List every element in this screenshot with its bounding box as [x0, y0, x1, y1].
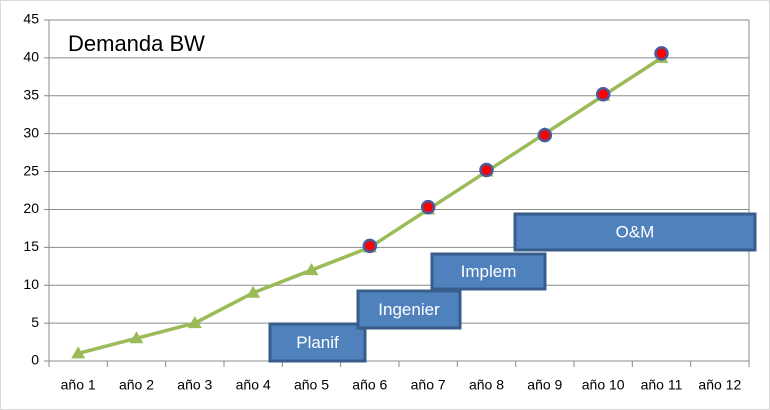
point	[362, 238, 378, 254]
y-tick-label: 35	[23, 86, 39, 102]
phase-box	[268, 322, 367, 363]
point	[537, 127, 553, 143]
phase-label: Ingenier	[378, 300, 440, 319]
y-tick-label: 45	[23, 11, 39, 27]
y-tick-label: 30	[23, 124, 39, 140]
phase-box	[356, 289, 462, 330]
y-tick-label: 40	[23, 49, 39, 65]
y-tick-label: 5	[31, 314, 39, 330]
y-tick-label: 15	[23, 238, 39, 254]
point	[187, 316, 202, 329]
x-tick-label: año 7	[411, 377, 446, 393]
x-tick-label: año 3	[177, 377, 212, 393]
y-tick-label: 20	[23, 200, 39, 216]
x-tick-label: año 11	[641, 377, 683, 393]
point	[479, 162, 494, 178]
x-tick-label: año 12	[698, 377, 741, 393]
point	[71, 346, 86, 359]
phase-label: Implem	[461, 262, 517, 281]
x-tick-label: año 9	[527, 377, 562, 393]
phase-box	[430, 252, 547, 291]
chart-title: Demanda BW	[68, 31, 205, 56]
point	[246, 285, 261, 298]
y-tick-label: 0	[31, 352, 39, 368]
x-tick-label: año 2	[119, 377, 154, 393]
phase-label: O&M	[616, 222, 655, 241]
x-tick-label: año 10	[582, 377, 625, 393]
phase-box	[513, 212, 757, 252]
point	[420, 199, 436, 215]
phase-label: Planif	[296, 333, 339, 352]
x-tick-label: año 6	[352, 377, 387, 393]
x-tick-label: año 4	[236, 377, 271, 393]
point	[304, 263, 319, 276]
y-tick-label: 10	[23, 276, 39, 292]
x-tick-label: año 5	[294, 377, 329, 393]
point	[595, 87, 611, 102]
x-tick-label: año 8	[469, 377, 504, 393]
y-tick-label: 25	[23, 162, 39, 178]
x-tick-label: año 1	[61, 377, 96, 393]
point	[654, 46, 669, 61]
point	[129, 331, 144, 344]
